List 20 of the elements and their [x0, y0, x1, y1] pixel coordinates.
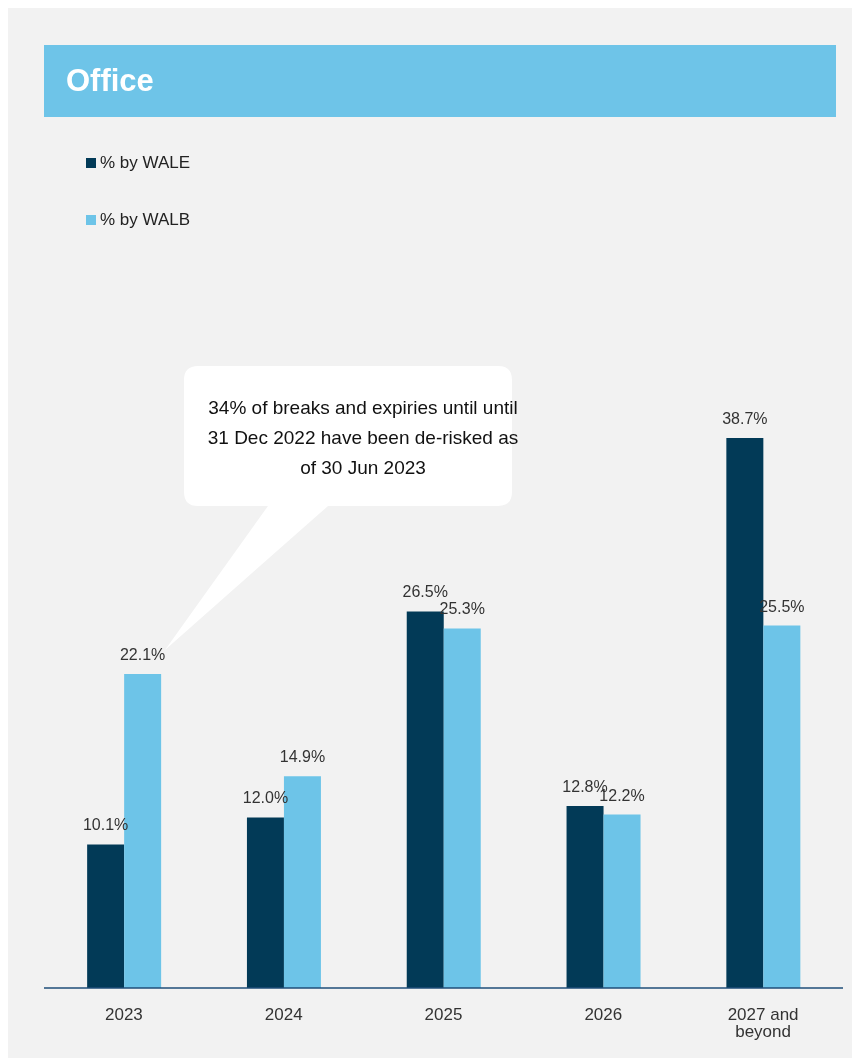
bar — [246, 817, 284, 988]
bar — [443, 628, 481, 988]
data-label: 38.7% — [722, 410, 768, 427]
x-tick-label: 2026 — [584, 1005, 623, 1025]
data-label: 25.3% — [439, 600, 485, 618]
bar — [763, 625, 801, 988]
bar — [87, 844, 125, 988]
x-tick-label: 2024 — [264, 1005, 303, 1025]
annotation: 34% of breaks and expiries until until 31 Dec 2022 have been de-risked as of 30 Jun 2023 — [206, 396, 520, 480]
data-label: 14.9% — [279, 748, 326, 766]
chart-title: Office — [44, 45, 836, 117]
x-tick-label: 2023 — [104, 1005, 143, 1025]
data-label: 26.5% — [402, 583, 448, 601]
legend-label: % by WALE — [100, 152, 191, 173]
x-tick-label: 2025 — [424, 1005, 463, 1025]
legend-label: % by WALB — [100, 209, 191, 230]
x-tick-label: 2027 and beyond — [727, 1005, 799, 1042]
data-label: 22.1% — [119, 645, 166, 663]
bar — [566, 806, 604, 988]
bar — [603, 814, 641, 988]
